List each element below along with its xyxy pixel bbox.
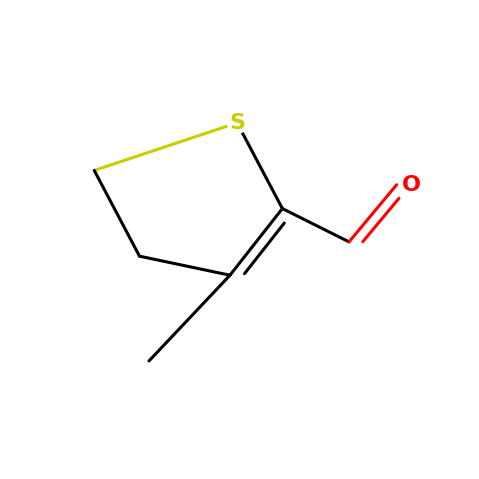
Text: S: S — [229, 113, 245, 133]
Text: O: O — [401, 175, 421, 195]
